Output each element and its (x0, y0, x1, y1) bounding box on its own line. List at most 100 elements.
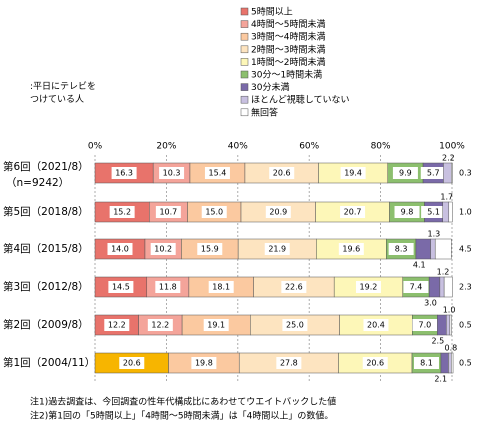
legend-swatch (240, 83, 249, 91)
value-label-box (119, 357, 145, 369)
value-label-box (338, 243, 364, 255)
legend-label: 30分～1時間未満 (251, 69, 322, 81)
value-label-box (150, 243, 176, 255)
bar-segment (448, 201, 453, 223)
value-label-box (282, 319, 308, 331)
value-label: 9.8 (401, 208, 414, 217)
value-label: 12.2 (108, 321, 126, 330)
value-label: 18.1 (212, 283, 230, 292)
value-label: 20.4 (367, 321, 385, 330)
bar-segment (451, 352, 454, 374)
value-label: 14.5 (112, 283, 130, 292)
value-label-box (203, 319, 229, 331)
footnote: 注2)第1回の「5時間以上」「4時間～5時間未満」は「4時間以上」の数値。 (30, 410, 333, 422)
legend-label: 5時間以上 (251, 7, 293, 18)
value-label-box (208, 281, 234, 293)
bar-segment (449, 314, 452, 336)
value-label: 7.4 (410, 283, 423, 292)
value-label: 21.9 (268, 245, 286, 254)
legend-label: 2時間～3時間未満 (251, 43, 325, 55)
value-label: 8.3 (395, 245, 408, 254)
value-label: 4.1 (413, 261, 426, 270)
legend-label: 3時間～4時間未満 (251, 31, 325, 43)
value-label: 0.5 (459, 321, 472, 330)
value-label: 0.8 (444, 344, 457, 353)
value-label: 15.2 (113, 208, 131, 217)
value-label-box (392, 167, 418, 179)
value-label-box (104, 319, 130, 331)
value-label: 15.4 (209, 169, 227, 178)
value-label: 27.8 (280, 359, 298, 368)
value-label: 15.0 (205, 208, 223, 217)
value-label-box (421, 206, 447, 218)
value-label-box (265, 206, 291, 218)
x-tick-label: 60% (299, 142, 319, 152)
bar-segment (439, 276, 445, 298)
value-label-box (363, 319, 389, 331)
bar-segment (430, 238, 436, 260)
value-label: 11.8 (159, 283, 177, 292)
category-label: 第5回（2018/8） (3, 205, 89, 218)
value-label: 1.0 (443, 306, 456, 315)
legend-swatch (240, 7, 249, 16)
value-label: 10.3 (163, 169, 181, 178)
x-tick-label: 80% (371, 142, 391, 152)
value-label-box (191, 357, 217, 369)
value-label: 5.1 (427, 208, 440, 217)
value-label: 25.0 (286, 321, 304, 330)
value-label: 20.6 (273, 169, 291, 178)
value-label: 20.7 (344, 208, 362, 217)
legend-label: 無回答 (251, 106, 278, 118)
value-label-box (109, 206, 135, 218)
bar-segment (448, 352, 452, 374)
legend-swatch (240, 108, 249, 117)
legend-swatch (240, 95, 249, 104)
value-label: 22.6 (285, 283, 303, 292)
value-label-box (204, 167, 230, 179)
value-label-box (362, 357, 388, 369)
value-label: 19.4 (344, 169, 362, 178)
legend-label: 4時間～5時間未満 (251, 18, 325, 30)
value-label: 1.7 (440, 193, 453, 202)
x-tick-label: 20% (156, 142, 176, 152)
value-label: 0.5 (459, 359, 472, 368)
category-label: 第4回（2015/8） (3, 242, 89, 255)
sample-size: （n=9242） (6, 177, 69, 189)
value-label: 8.1 (420, 359, 433, 368)
legend-swatch (240, 45, 249, 54)
bar-segment (434, 238, 452, 260)
bar-segment (443, 162, 452, 184)
category-label: 第3回（2012/8） (3, 280, 89, 293)
value-label: 16.3 (115, 169, 133, 178)
value-label-box (420, 167, 446, 179)
value-label-box (108, 281, 134, 293)
bar-segment (428, 276, 441, 298)
value-label-box (155, 206, 181, 218)
category-label: 第1回（2004/11） (3, 356, 95, 369)
value-label: 20.6 (366, 359, 384, 368)
bar-segment (446, 314, 451, 336)
value-label: 10.7 (159, 208, 177, 217)
value-label: 19.8 (195, 359, 213, 368)
value-label: 1.3 (428, 230, 441, 239)
value-label-box (155, 281, 181, 293)
note: :平日にテレビをつけている人 (30, 81, 96, 105)
legend-label: 1時間～2時間未満 (251, 56, 325, 68)
value-label: 2.1 (434, 375, 447, 384)
value-label-box (403, 281, 429, 293)
value-label: 10.2 (154, 245, 172, 254)
value-label-box (340, 206, 366, 218)
value-label: 4.5 (459, 245, 472, 254)
value-label-box (147, 319, 173, 331)
value-label: 3.0 (424, 299, 437, 308)
value-label: 20.6 (123, 359, 141, 368)
bar-segment (440, 352, 449, 374)
legend-label: ほとんど視聴していない (251, 94, 349, 106)
legend-swatch (240, 32, 249, 41)
bar-segment (442, 201, 450, 223)
bar-segment (443, 276, 453, 298)
value-label: 19.6 (342, 245, 360, 254)
value-label: 5.7 (427, 169, 440, 178)
value-label: 2.3 (459, 283, 472, 292)
